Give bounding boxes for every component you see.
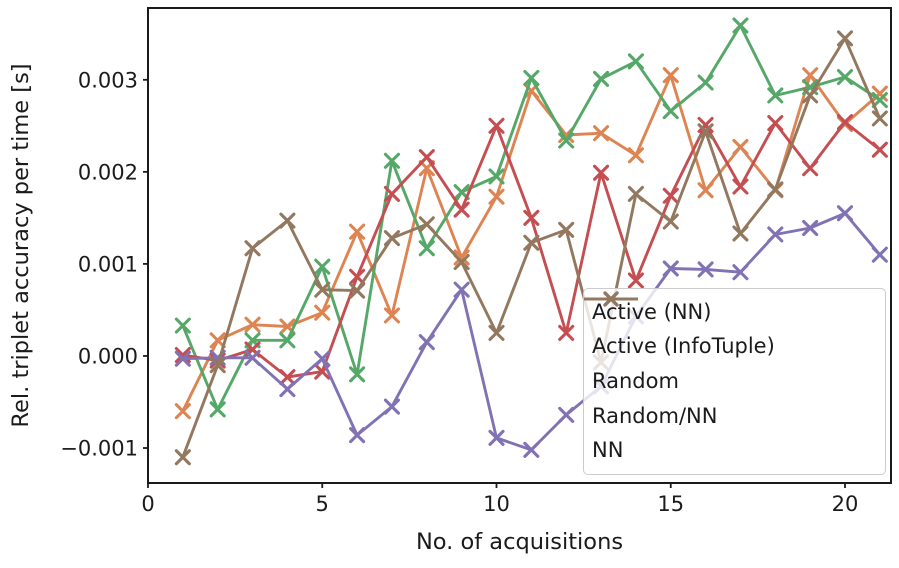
y-axis-label: Rel. triplet accuracy per time [s] bbox=[8, 63, 34, 427]
x-tick-label: 20 bbox=[832, 492, 859, 516]
plot-spines bbox=[147, 7, 892, 484]
x-axis-label: No. of acquisitions bbox=[416, 529, 623, 555]
series-markers-random-nn bbox=[174, 205, 888, 458]
legend-item-active-infotuple: Active (InfoTuple) bbox=[584, 291, 877, 362]
series-markers-active-infotuple bbox=[174, 17, 888, 418]
y-tick-label: 0.003 bbox=[78, 68, 138, 92]
series-markers-random bbox=[174, 114, 888, 386]
y-tick-label: −0.001 bbox=[60, 437, 138, 461]
legend-item-random-nn: Random/NN bbox=[584, 291, 877, 431]
x-axis-ticks: 0 5 10 15 20 bbox=[141, 483, 858, 516]
plot-series bbox=[174, 17, 888, 466]
y-tick-label: 0.002 bbox=[78, 160, 138, 184]
legend-label: Active (InfoTuple) bbox=[592, 334, 775, 359]
x-tick-label: 0 bbox=[141, 492, 154, 516]
y-tick-label: 0.000 bbox=[78, 344, 138, 368]
legend-item-random: Random bbox=[584, 291, 877, 396]
legend-label: NN bbox=[592, 438, 624, 463]
x-tick-label: 10 bbox=[483, 492, 510, 516]
legend-label: Active (NN) bbox=[592, 299, 712, 324]
legend-label: Random/NN bbox=[592, 403, 718, 428]
x-tick-label: 15 bbox=[657, 492, 684, 516]
legend-item-nn: NN bbox=[584, 291, 877, 466]
legend-swatch-icon bbox=[584, 291, 638, 307]
legend-label: Random bbox=[592, 368, 679, 393]
y-tick-label: 0.001 bbox=[78, 252, 138, 276]
legend: Active (NN) Active (InfoTuple) Random Rando… bbox=[583, 288, 886, 475]
y-axis-ticks: −0.001 0.000 0.001 0.002 0.003 bbox=[60, 68, 148, 461]
x-tick-label: 5 bbox=[316, 492, 329, 516]
